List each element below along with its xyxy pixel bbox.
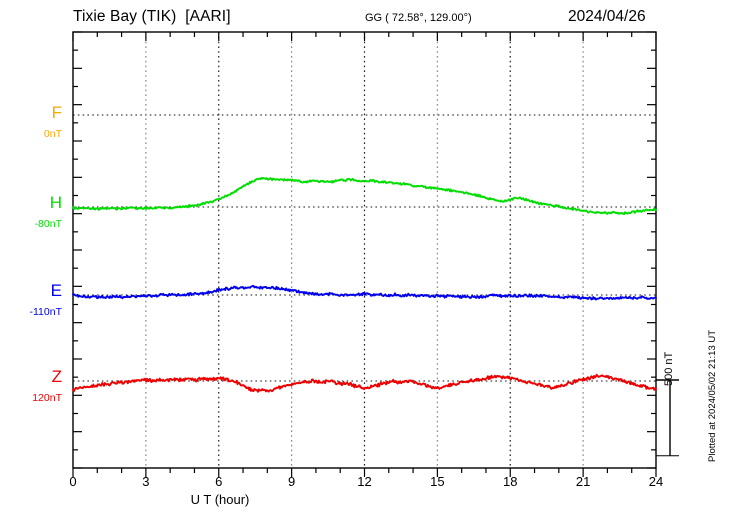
x-tick-label-21: 21 [575, 474, 591, 489]
component-value-E: -110nT [29, 306, 63, 318]
x-tick-label-24: 24 [648, 474, 664, 489]
scale-bar [656, 379, 679, 457]
trace-E [72, 284, 657, 301]
x-tick-label-15: 15 [430, 474, 445, 489]
component-letter-E: E [50, 281, 62, 300]
observation-date: 2024/04/26 [568, 8, 646, 25]
axis-ticks [72, 31, 657, 477]
x-axis-title-text: U T (hour) [190, 492, 250, 507]
plotted-at-label: Plotted at 2024/05/02 21:13 UT [707, 329, 718, 462]
component-letter-F: F [51, 103, 62, 122]
x-tick-label-12: 12 [357, 474, 372, 489]
component-value-F: 0nT [43, 128, 62, 140]
x-axis-title: U T (hour) [0, 492, 730, 507]
scale-bar-label: 500 nT [663, 351, 675, 386]
station-title: Tixie Bay (TIK) [AARI] [73, 8, 231, 25]
x-tick-label-6: 6 [215, 474, 223, 489]
trace-layer [72, 176, 657, 393]
component-letter-Z: Z [51, 367, 62, 386]
component-value-H: -80nT [34, 218, 62, 230]
trace-Z [72, 373, 657, 393]
component-value-Z: 120nT [32, 392, 62, 404]
geographic-coordinates: GG ( 72.58°, 129.00°) [365, 12, 472, 24]
x-tick-label-0: 0 [69, 474, 77, 489]
x-tick-label-18: 18 [503, 474, 518, 489]
trace-H [72, 176, 657, 216]
x-tick-label-3: 3 [142, 474, 150, 489]
x-tick-label-9: 9 [288, 474, 296, 489]
component-letter-H: H [49, 193, 62, 212]
grid-layer [73, 32, 656, 468]
